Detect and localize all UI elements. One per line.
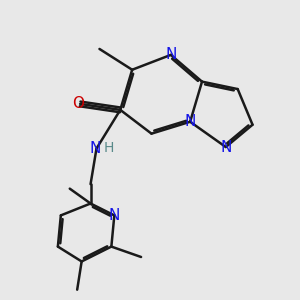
Text: O: O — [72, 96, 84, 111]
Text: N: N — [184, 114, 196, 129]
Text: N: N — [220, 140, 232, 154]
Text: N: N — [109, 208, 120, 223]
Text: N: N — [89, 141, 101, 156]
Text: H: H — [104, 141, 114, 154]
Text: N: N — [165, 47, 176, 62]
